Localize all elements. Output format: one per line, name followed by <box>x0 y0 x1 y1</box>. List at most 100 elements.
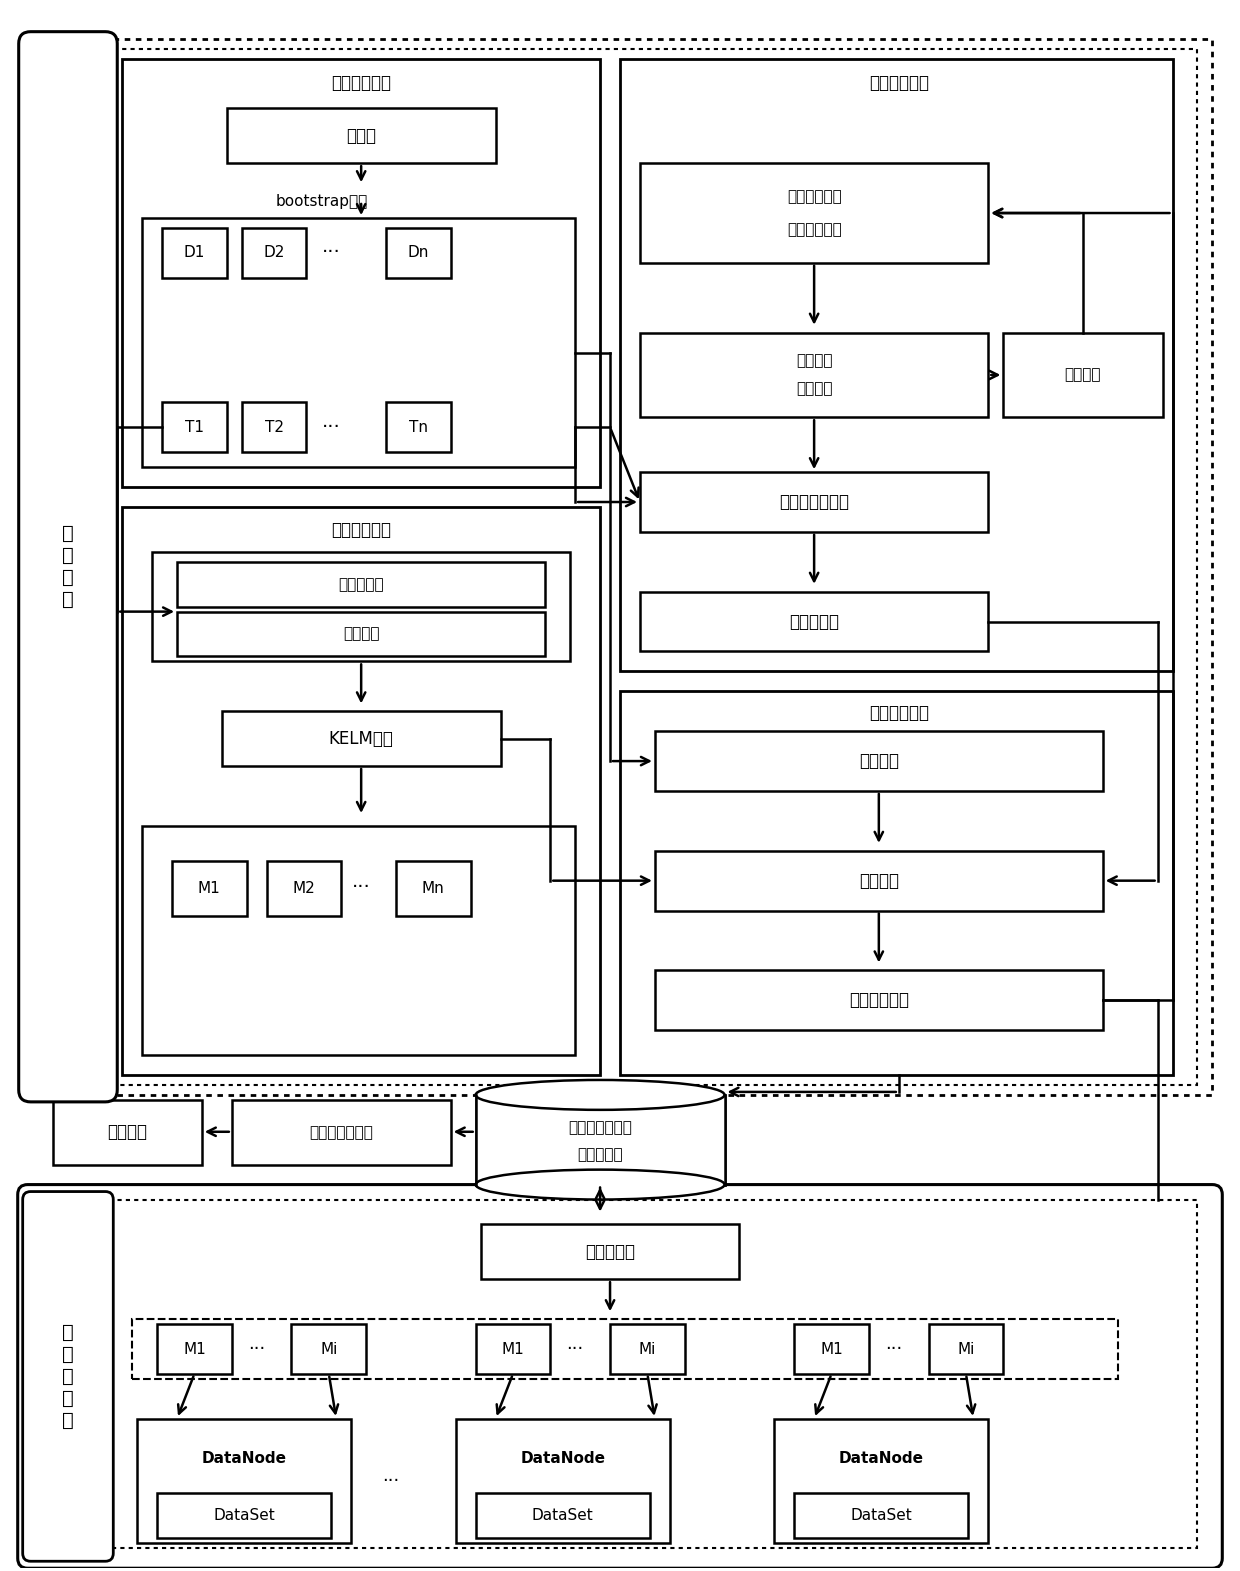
FancyBboxPatch shape <box>476 1494 650 1538</box>
Text: 粒子群优化算法: 粒子群优化算法 <box>779 493 849 511</box>
Text: T1: T1 <box>185 419 203 435</box>
Ellipse shape <box>476 1170 724 1200</box>
FancyBboxPatch shape <box>22 1191 113 1562</box>
FancyBboxPatch shape <box>481 1224 739 1279</box>
FancyBboxPatch shape <box>640 163 988 262</box>
Text: 数据集: 数据集 <box>346 127 376 145</box>
FancyBboxPatch shape <box>1003 333 1163 418</box>
Text: ···: ··· <box>248 1340 265 1357</box>
FancyBboxPatch shape <box>794 1494 968 1538</box>
Text: Tn: Tn <box>409 419 428 435</box>
FancyBboxPatch shape <box>19 31 118 1101</box>
FancyBboxPatch shape <box>774 1419 988 1543</box>
Text: D1: D1 <box>184 245 205 261</box>
Text: 测试子集: 测试子集 <box>859 753 899 770</box>
Text: ···: ··· <box>352 878 371 897</box>
Text: D2: D2 <box>263 245 285 261</box>
FancyBboxPatch shape <box>620 58 1173 671</box>
FancyBboxPatch shape <box>640 592 988 652</box>
FancyBboxPatch shape <box>242 402 306 452</box>
Text: ···: ··· <box>322 418 341 437</box>
FancyBboxPatch shape <box>386 402 451 452</box>
Text: 剔除性能: 剔除性能 <box>796 353 832 368</box>
FancyBboxPatch shape <box>17 1185 1223 1568</box>
Text: KELM算法: KELM算法 <box>329 729 393 748</box>
FancyBboxPatch shape <box>157 1494 331 1538</box>
Text: DataNode: DataNode <box>838 1452 924 1466</box>
FancyBboxPatch shape <box>610 1324 684 1375</box>
Text: 参数初始化: 参数初始化 <box>339 577 384 592</box>
Text: DataNode: DataNode <box>521 1452 605 1466</box>
Text: 模型优化模块: 模型优化模块 <box>869 74 929 93</box>
Text: Mn: Mn <box>422 881 445 895</box>
Text: 自定义组合策略: 自定义组合策略 <box>309 1125 373 1141</box>
Text: 林分类模型: 林分类模型 <box>578 1147 622 1163</box>
Text: Dn: Dn <box>408 245 429 261</box>
FancyBboxPatch shape <box>123 507 600 1075</box>
FancyBboxPatch shape <box>456 1419 670 1543</box>
Text: 循环比较: 循环比较 <box>1065 368 1101 382</box>
Text: 单
机
模
块: 单 机 模 块 <box>62 525 74 610</box>
FancyBboxPatch shape <box>620 691 1173 1075</box>
Text: 序列化的随机森: 序列化的随机森 <box>568 1120 632 1136</box>
Text: Mi: Mi <box>639 1342 656 1356</box>
Text: 优化的模型: 优化的模型 <box>789 613 839 630</box>
FancyBboxPatch shape <box>222 712 501 767</box>
Text: 数据子集: 数据子集 <box>343 627 379 641</box>
FancyBboxPatch shape <box>640 473 988 533</box>
FancyBboxPatch shape <box>172 861 247 916</box>
FancyBboxPatch shape <box>227 108 496 163</box>
FancyBboxPatch shape <box>138 1419 351 1543</box>
FancyBboxPatch shape <box>52 1100 202 1164</box>
FancyBboxPatch shape <box>655 731 1102 790</box>
FancyBboxPatch shape <box>386 228 451 278</box>
FancyBboxPatch shape <box>794 1324 869 1375</box>
FancyBboxPatch shape <box>476 1095 724 1185</box>
Text: 按分类精度排: 按分类精度排 <box>786 189 842 204</box>
Text: M1: M1 <box>820 1342 843 1356</box>
Text: 分类精度列表: 分类精度列表 <box>849 991 909 1009</box>
FancyBboxPatch shape <box>267 861 341 916</box>
FancyBboxPatch shape <box>177 611 546 657</box>
FancyBboxPatch shape <box>232 1100 451 1164</box>
Text: 模型训练模块: 模型训练模块 <box>331 522 391 539</box>
Text: ···: ··· <box>885 1340 903 1357</box>
Text: DataSet: DataSet <box>851 1508 913 1524</box>
FancyBboxPatch shape <box>396 861 471 916</box>
Text: M1: M1 <box>502 1342 525 1356</box>
Text: Mi: Mi <box>320 1342 337 1356</box>
Text: M1: M1 <box>198 881 221 895</box>
FancyBboxPatch shape <box>476 1324 551 1375</box>
FancyBboxPatch shape <box>929 1324 1003 1375</box>
Text: ···: ··· <box>567 1340 584 1357</box>
Text: ···: ··· <box>322 244 341 262</box>
FancyBboxPatch shape <box>123 58 600 487</box>
FancyBboxPatch shape <box>143 826 575 1056</box>
Text: 序的模型集合: 序的模型集合 <box>786 222 842 237</box>
Text: DataNode: DataNode <box>202 1452 286 1466</box>
FancyBboxPatch shape <box>162 402 227 452</box>
FancyBboxPatch shape <box>655 851 1102 911</box>
Text: ···: ··· <box>382 1472 399 1489</box>
Text: 数据抽取模块: 数据抽取模块 <box>331 74 391 93</box>
Ellipse shape <box>476 1079 724 1109</box>
FancyBboxPatch shape <box>157 1324 232 1375</box>
FancyBboxPatch shape <box>640 333 988 418</box>
Text: M1: M1 <box>184 1342 206 1356</box>
FancyBboxPatch shape <box>476 1095 724 1183</box>
Text: 最差模型: 最差模型 <box>796 382 832 396</box>
Text: T2: T2 <box>264 419 284 435</box>
FancyBboxPatch shape <box>143 218 575 467</box>
FancyBboxPatch shape <box>242 228 306 278</box>
Text: M2: M2 <box>293 881 315 895</box>
Text: 模型集合: 模型集合 <box>859 872 899 889</box>
Text: 分类结果: 分类结果 <box>107 1123 148 1141</box>
Text: bootstrap抽样: bootstrap抽样 <box>275 193 367 209</box>
Text: DataSet: DataSet <box>213 1508 275 1524</box>
Text: DataSet: DataSet <box>532 1508 594 1524</box>
Text: 序列化文件: 序列化文件 <box>585 1243 635 1262</box>
Text: 并
行
化
模
块: 并 行 化 模 块 <box>62 1323 74 1430</box>
FancyBboxPatch shape <box>655 971 1102 1031</box>
Text: Mi: Mi <box>957 1342 975 1356</box>
FancyBboxPatch shape <box>177 562 546 606</box>
